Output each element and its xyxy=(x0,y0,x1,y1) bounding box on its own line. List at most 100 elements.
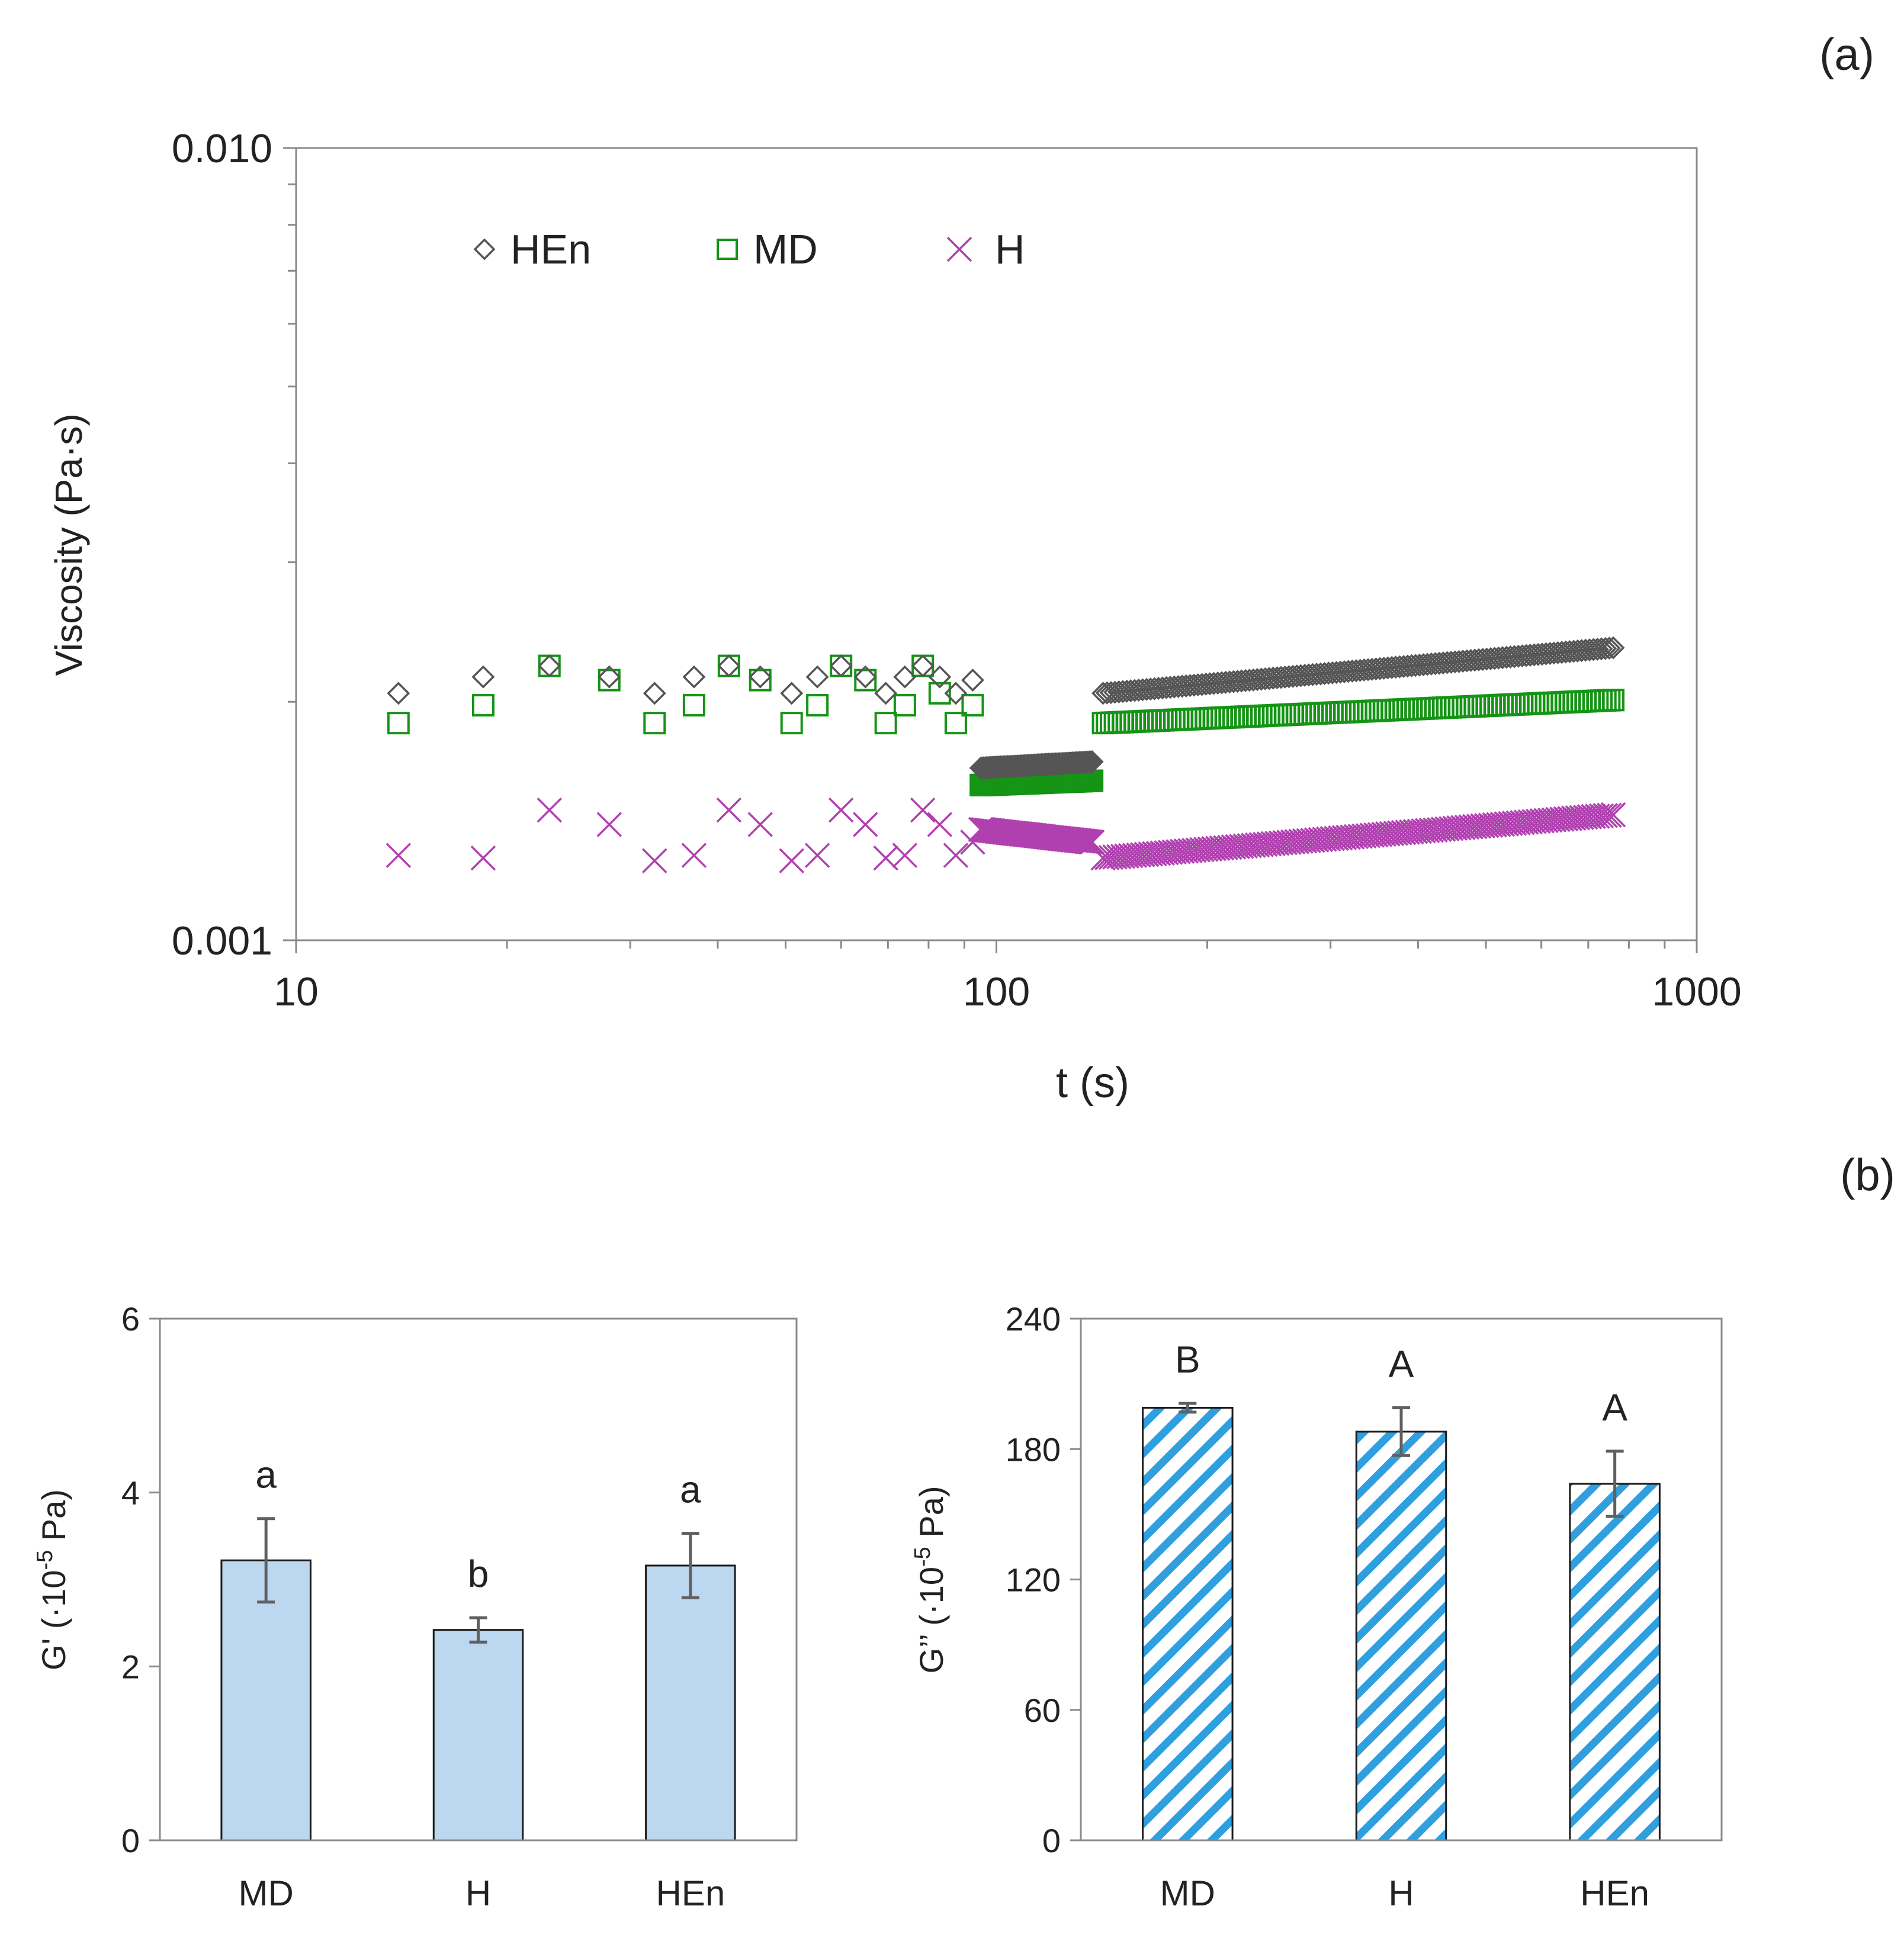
g-double-prime-y-label-tail: Pa) xyxy=(913,1486,950,1547)
g-double-prime-error-bar xyxy=(1179,1402,1197,1414)
point-hen xyxy=(538,654,561,678)
g-prime-y-label-main: G' (·10 xyxy=(35,1570,72,1670)
point-md xyxy=(854,669,877,692)
point-h xyxy=(1588,803,1614,829)
g-prime-plot-frame xyxy=(159,1317,798,1841)
x-tick-label: 100 xyxy=(963,969,1030,1014)
g-double-prime-bar xyxy=(1142,1407,1234,1841)
point-hen xyxy=(805,665,829,689)
g-double-prime-y-axis-label: G’’ (·10-5 Pa) xyxy=(910,1486,950,1674)
g-prime-ticks xyxy=(149,1317,160,1841)
point-hen xyxy=(780,682,804,705)
point-hen xyxy=(1080,750,1104,774)
point-md xyxy=(928,682,951,705)
point-h xyxy=(747,812,773,837)
g-double-prime-bar xyxy=(1569,1483,1661,1841)
viscosity-y-axis-label: Viscosity (Pa·s) xyxy=(47,413,90,676)
g-prime-error-bar xyxy=(681,1532,699,1599)
g-prime-bar xyxy=(645,1564,736,1841)
g-prime-y-tick-label: 4 xyxy=(121,1474,140,1512)
point-h xyxy=(681,843,707,868)
legend-item-hen: HEn xyxy=(473,226,591,272)
point-h xyxy=(1592,803,1618,828)
point-hen xyxy=(387,682,410,705)
g-double-prime-significance-letter: A xyxy=(1602,1386,1627,1429)
viscosity-chart: 10 100 1000 0.001 0.010 t (s) Viscosity (Pa… xyxy=(47,126,1742,1107)
point-h xyxy=(1597,802,1622,828)
g-double-prime-chart: B MD A H A HEn 0 60 120 180 240 G’’ (·10-5 Pa) xyxy=(910,1300,1723,1913)
point-h xyxy=(537,797,562,823)
legend-square-icon xyxy=(717,239,738,260)
viscosity-x-tick-labels: 10 100 1000 xyxy=(274,969,1741,1014)
point-md xyxy=(806,694,829,717)
point-hen xyxy=(1597,637,1621,660)
series-h xyxy=(386,797,1626,873)
legend-marker-md xyxy=(717,239,738,260)
point-md xyxy=(387,712,410,735)
point-h xyxy=(804,843,830,868)
g-prime-y-tick-label: 2 xyxy=(121,1648,140,1685)
y-tick-label: 0.010 xyxy=(172,126,272,171)
point-h xyxy=(779,848,804,873)
g-double-prime-y-label-main: G’’ (·10 xyxy=(913,1567,950,1674)
point-hen xyxy=(874,682,898,705)
panel-label-a: (a) xyxy=(1819,30,1874,80)
point-hen xyxy=(643,682,666,705)
g-double-prime-error-bar xyxy=(1606,1450,1624,1518)
legend-label-hen: HEn xyxy=(510,226,591,272)
point-md xyxy=(874,712,897,735)
point-hen xyxy=(928,665,952,689)
g-double-prime-y-tick-label: 60 xyxy=(1024,1692,1061,1729)
panel-label-b: (b) xyxy=(1840,1150,1895,1200)
point-hen xyxy=(893,665,917,689)
viscosity-ticks xyxy=(283,147,1698,953)
g-prime-y-tick-label: 6 xyxy=(121,1300,140,1338)
point-h xyxy=(386,843,412,868)
point-hen xyxy=(944,682,968,705)
point-h xyxy=(853,812,878,837)
point-md xyxy=(598,669,621,692)
legend-diamond-icon xyxy=(473,238,496,261)
point-hen xyxy=(1601,636,1625,660)
point-h xyxy=(1600,802,1626,828)
point-md xyxy=(538,654,561,677)
g-prime-significance-letter: a xyxy=(255,1454,277,1496)
point-hen xyxy=(1594,637,1617,660)
g-double-prime-category-label: H xyxy=(1388,1873,1414,1913)
point-h xyxy=(716,797,742,823)
g-prime-category-label: HEn xyxy=(656,1873,725,1913)
point-h xyxy=(927,812,953,837)
point-hen xyxy=(853,665,877,689)
point-md xyxy=(682,694,705,717)
legend-label-md: MD xyxy=(753,226,818,272)
g-prime-significance-letter: b xyxy=(468,1553,489,1595)
point-hen xyxy=(717,654,741,678)
point-hen xyxy=(829,654,853,678)
point-md xyxy=(893,694,916,717)
point-md xyxy=(471,694,495,717)
y-tick-label: 0.001 xyxy=(172,918,272,963)
g-prime-chart: a MD b Ha HEn 0 2 4 6 G' (·10-5 Pa) xyxy=(33,1300,798,1913)
point-h xyxy=(642,848,667,873)
point-md xyxy=(830,654,853,677)
g-prime-y-tick-label: 0 xyxy=(121,1822,140,1859)
g-double-prime-y-tick-label: 120 xyxy=(1006,1561,1061,1599)
g-prime-bars xyxy=(220,1517,736,1841)
point-h xyxy=(910,797,936,823)
g-prime-error-bar xyxy=(469,1616,487,1644)
point-md xyxy=(780,712,803,735)
g-double-prime-y-tick-label: 0 xyxy=(1042,1822,1061,1859)
g-double-prime-significance-letter: A xyxy=(1389,1343,1414,1386)
g-double-prime-category-label: HEn xyxy=(1580,1873,1649,1913)
g-prime-y-axis-label: G' (·10-5 Pa) xyxy=(33,1489,72,1670)
g-double-prime-bars xyxy=(1142,1402,1661,1841)
legend-marker-hen xyxy=(473,238,496,261)
legend-x-icon xyxy=(946,236,972,262)
legend-item-h: H xyxy=(946,226,1025,272)
g-prime-bar xyxy=(432,1629,524,1841)
g-double-prime-y-label-sup: -5 xyxy=(910,1547,935,1567)
g-prime-bar xyxy=(220,1559,312,1841)
g-double-prime-y-tick-label: 240 xyxy=(1006,1300,1061,1338)
series-hen xyxy=(387,636,1625,780)
